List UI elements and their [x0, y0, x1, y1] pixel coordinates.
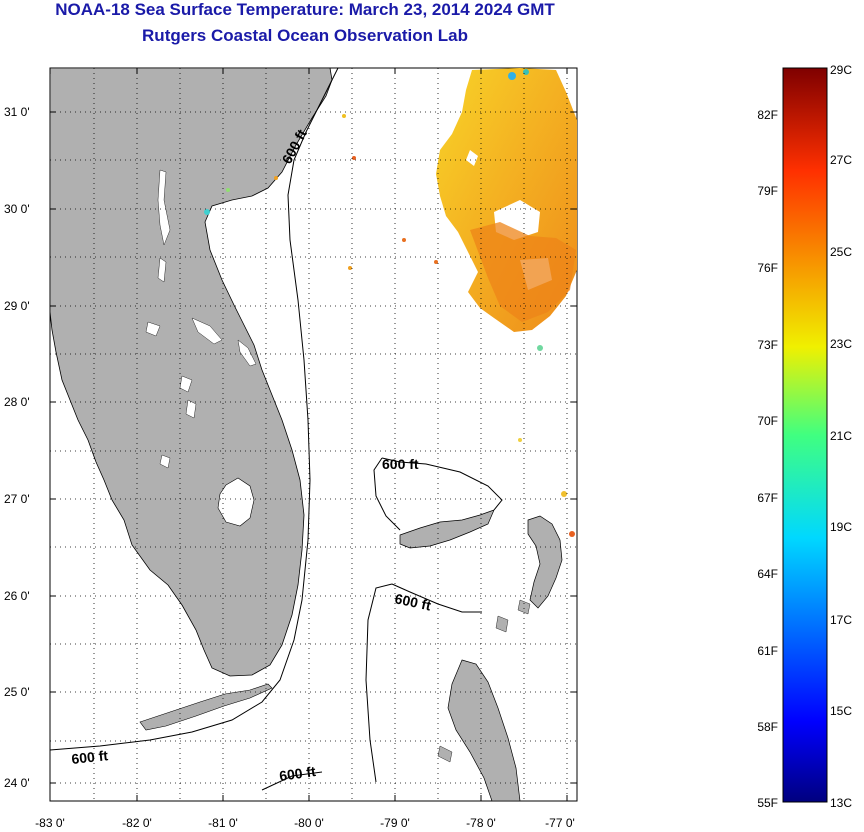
celsius-label: 13C [830, 796, 852, 810]
fahrenheit-label: 55F [757, 796, 778, 810]
celsius-label: 19C [830, 520, 852, 534]
lat-label: 27 0' [4, 492, 30, 506]
celsius-label: 25C [830, 245, 852, 259]
lon-label: -83 0' [35, 816, 65, 830]
fahrenheit-label: 82F [757, 108, 778, 122]
axis-ticks [49, 68, 577, 801]
colorbar-gradient [782, 67, 828, 803]
sst-cool-specks [204, 69, 575, 537]
map-subtitle: Rutgers Coastal Ocean Observation Lab [142, 26, 468, 45]
fahrenheit-label: 73F [757, 338, 778, 352]
isobath-600ft [50, 68, 503, 791]
lon-label: -78 0' [466, 816, 496, 830]
lat-label: 29 0' [4, 299, 30, 313]
lat-label: 24 0' [4, 776, 30, 790]
fahrenheit-label: 76F [757, 261, 778, 275]
lon-label: -81 0' [208, 816, 238, 830]
lon-label: -80 0' [294, 816, 324, 830]
inland-lakes [145, 169, 257, 469]
andros-island [447, 659, 521, 801]
celsius-label: 21C [830, 429, 852, 443]
grand-bahama [399, 509, 495, 549]
florida-land [50, 68, 333, 677]
fahrenheit-label: 67F [757, 491, 778, 505]
fahrenheit-label: 64F [757, 567, 778, 581]
lat-label: 25 0' [4, 685, 30, 699]
sst-hot-band [470, 222, 576, 322]
map-title: NOAA-18 Sea Surface Temperature: March 2… [55, 0, 555, 19]
celsius-label: 17C [830, 613, 852, 627]
graticule [50, 68, 577, 801]
lon-label: -82 0' [122, 816, 152, 830]
bahamas-cays [437, 599, 531, 763]
isobath-label: 600 ft [71, 747, 109, 767]
colorbar-celsius-labels: 29C 27C 25C 23C 21C 19C 17C 15C 13C [830, 63, 852, 810]
lon-label: -79 0' [380, 816, 410, 830]
celsius-label: 29C [830, 63, 852, 77]
lon-label: -77 0' [545, 816, 575, 830]
isobath-label: 600 ft [393, 590, 432, 613]
temperature-colorbar: 82F 79F 76F 73F 70F 67F 64F 61F 58F 55F … [757, 63, 852, 810]
latitude-labels: 31 0' 30 0' 29 0' 28 0' 27 0' 26 0' 25 0… [4, 105, 30, 790]
isobath-label: 600 ft [278, 763, 317, 784]
abaco-island [527, 515, 563, 609]
fahrenheit-label: 70F [757, 414, 778, 428]
lat-label: 26 0' [4, 589, 30, 603]
longitude-labels: -83 0' -82 0' -81 0' -80 0' -79 0' -78 0… [35, 816, 575, 830]
lat-label: 30 0' [4, 202, 30, 216]
lat-label: 31 0' [4, 105, 30, 119]
celsius-label: 15C [830, 704, 852, 718]
celsius-label: 27C [830, 153, 852, 167]
florida-keys [139, 683, 273, 731]
lake-okeechobee [217, 477, 255, 527]
fahrenheit-label: 79F [757, 184, 778, 198]
fahrenheit-label: 58F [757, 720, 778, 734]
isobath-label: 600 ft [382, 456, 419, 472]
lat-label: 28 0' [4, 395, 30, 409]
fahrenheit-label: 61F [757, 644, 778, 658]
celsius-label: 23C [830, 337, 852, 351]
colorbar-fahrenheit-labels: 82F 79F 76F 73F 70F 67F 64F 61F 58F 55F [757, 108, 778, 810]
